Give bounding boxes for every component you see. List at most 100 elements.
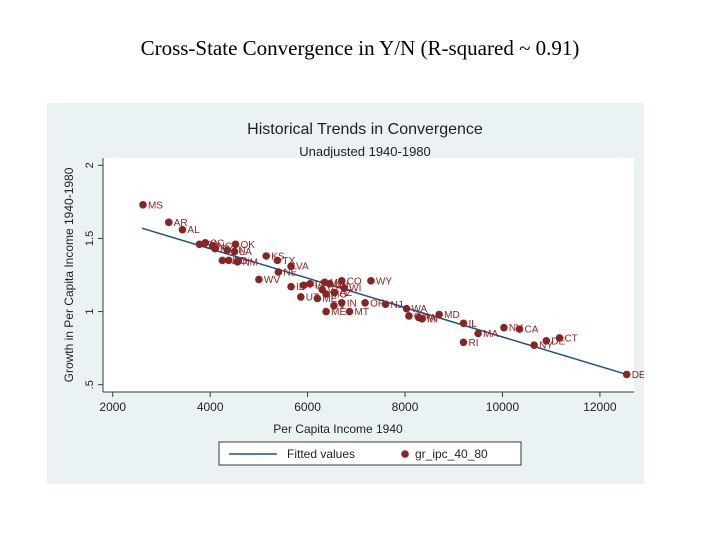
data-point — [622, 370, 631, 379]
y-tick-label: 1.5 — [84, 231, 96, 246]
chart-title: Historical Trends in Convergence — [247, 121, 483, 138]
point-label: IL — [468, 319, 477, 330]
point-label: MD — [444, 310, 460, 321]
x-axis-label: Per Capita Income 1940 — [273, 422, 403, 436]
data-point — [381, 300, 390, 309]
x-axis: 2000 4000 6000 8000 10000 12000 — [99, 391, 634, 414]
data-point — [211, 244, 219, 253]
data-point — [313, 294, 322, 303]
data-point — [345, 307, 354, 316]
data-point — [287, 262, 295, 271]
point-label: NM — [242, 257, 258, 268]
point-label: VA — [296, 262, 309, 273]
point-label: V — [339, 301, 346, 312]
point-label: LA — [240, 247, 253, 258]
point-label: TN — [232, 246, 245, 257]
data-point — [361, 298, 369, 307]
point-label: MN — [330, 278, 346, 289]
data-point — [322, 307, 330, 316]
y-tick-label: .5 — [84, 380, 96, 389]
point-label: FL — [309, 281, 321, 292]
point-label: MT — [355, 307, 369, 318]
data-point — [459, 319, 468, 328]
point-label: OK — [241, 240, 256, 251]
data-point — [164, 218, 173, 227]
legend-marker-label: gr_ipc_40_80 — [415, 447, 488, 461]
point-label: AZ — [339, 288, 352, 299]
scatter-chart: Historical Trends in Convergence Unadjus… — [62, 121, 644, 466]
point-label: CO — [347, 276, 362, 287]
data-point — [340, 284, 348, 292]
legend: Fitted values gr_ipc_40_80 — [218, 441, 522, 466]
data-point — [555, 334, 564, 342]
data-point — [224, 256, 233, 265]
x-tick-label: 2000 — [99, 400, 126, 414]
data-point — [178, 225, 187, 234]
data-point — [287, 282, 295, 291]
data-point — [459, 338, 468, 347]
x-tick-label: 10000 — [486, 400, 520, 414]
plot-area — [103, 158, 634, 392]
x-tick-label: 6000 — [294, 400, 321, 414]
y-tick-label: 1 — [84, 309, 96, 315]
point-label: WY — [376, 276, 392, 287]
data-point — [418, 315, 426, 323]
point-label: NE — [283, 268, 297, 279]
point-label: NH — [335, 279, 349, 290]
point-label: RI — [468, 338, 478, 349]
data-point — [330, 301, 338, 310]
data-point — [322, 290, 330, 298]
point-label: CA — [525, 325, 539, 336]
point-label: NC — [218, 241, 232, 252]
point-label: WA — [411, 304, 427, 315]
point-label: ME — [331, 307, 346, 318]
point-label: MO — [331, 290, 347, 301]
data-point — [223, 246, 232, 254]
data-point — [306, 279, 314, 288]
data-point — [435, 310, 443, 319]
data-point — [325, 279, 334, 288]
data-point — [542, 337, 551, 345]
data-point — [402, 304, 411, 313]
data-point — [230, 247, 239, 256]
data-point — [274, 268, 283, 276]
point-label: TX — [282, 256, 295, 267]
data-point — [201, 239, 210, 247]
point-label: NJ — [391, 300, 403, 311]
point-label: OR — [370, 298, 385, 309]
point-label: MA — [483, 329, 498, 340]
x-tick-label: 12000 — [583, 400, 617, 414]
point-label: PA — [424, 313, 437, 324]
data-point — [255, 275, 263, 284]
slide-title: Cross-State Convergence in Y/N (R-square… — [140, 36, 580, 60]
point-label: SC — [210, 238, 224, 249]
data-point — [233, 258, 242, 266]
legend-box — [218, 441, 522, 466]
legend-fitted-label: Fitted values — [287, 447, 355, 461]
data-series: MSARALGASCNCKYOKTNLANDSDNMKSTXVANEWVIDFL… — [139, 200, 644, 381]
data-point — [296, 293, 305, 301]
point-label: ME — [322, 294, 337, 305]
data-point — [218, 256, 227, 265]
data-point — [530, 341, 538, 349]
data-point — [337, 277, 346, 285]
chart-figure: Historical Trends in Convergence Unadjus… — [47, 103, 644, 484]
point-label: UT — [306, 292, 319, 303]
point-label: DE — [551, 336, 565, 347]
data-point — [195, 240, 204, 249]
data-point — [231, 240, 240, 249]
point-label: NY — [539, 341, 553, 352]
point-label: MS — [148, 200, 163, 211]
data-point — [139, 201, 147, 209]
data-point — [262, 252, 270, 260]
data-point — [273, 256, 282, 265]
data-point — [474, 329, 482, 338]
chart-subtitle: Unadjusted 1940-1980 — [299, 144, 431, 159]
point-label: AR — [174, 218, 188, 229]
point-label: IA — [315, 279, 325, 290]
point-label: WV — [264, 275, 280, 286]
y-axis-label: Growth in Per Capita Income 1940-1980 — [62, 167, 76, 382]
data-point — [515, 325, 524, 333]
point-label: DE — [632, 370, 644, 381]
data-point — [337, 298, 346, 307]
